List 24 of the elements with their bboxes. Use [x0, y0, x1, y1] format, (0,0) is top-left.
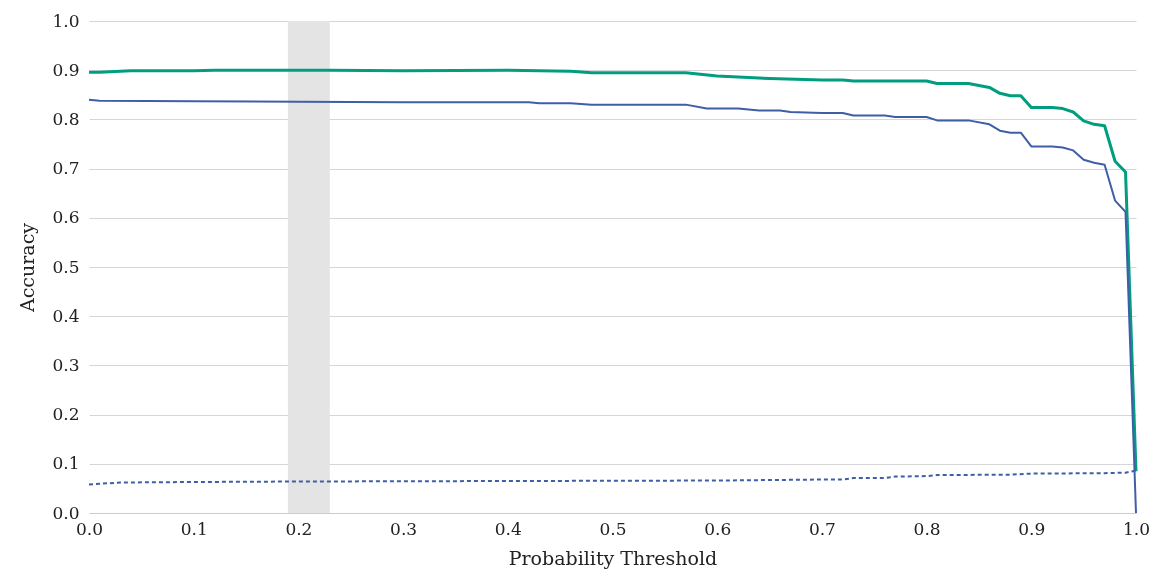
y-tick-label: 0.4 — [52, 305, 80, 326]
x-tick-label: 1.0 — [1122, 518, 1151, 539]
x-tick-label: 0.4 — [494, 518, 522, 539]
x-tick-label: 0.3 — [390, 518, 418, 539]
y-tick-label: 0.9 — [52, 59, 80, 80]
y-axis-title: Accuracy — [16, 222, 39, 314]
y-tick-label: 0.6 — [52, 207, 80, 228]
x-tick-label: 0.7 — [808, 518, 836, 539]
y-tick-label: 0.8 — [52, 108, 80, 129]
y-tick-label: 1.0 — [52, 10, 80, 31]
line-series — [87, 68, 1138, 473]
y-tick-label: 0.3 — [52, 354, 80, 375]
line-series — [88, 98, 1137, 514]
x-tick-label: 0.6 — [704, 518, 732, 539]
y-tick-label: 0.1 — [52, 453, 80, 474]
x-tick-label: 0.9 — [1018, 518, 1046, 539]
x-axis-title: Probability Threshold — [508, 546, 718, 569]
x-tick-label: 0.8 — [913, 518, 941, 539]
y-tick-label: 0.5 — [52, 256, 80, 277]
y-tick-label: 0.2 — [52, 404, 80, 425]
x-tick-label: 0.5 — [599, 518, 627, 539]
x-tick-label: 0.1 — [180, 518, 208, 539]
x-tick-label: 0.2 — [285, 518, 313, 539]
y-tick-label: 0.7 — [52, 158, 80, 179]
